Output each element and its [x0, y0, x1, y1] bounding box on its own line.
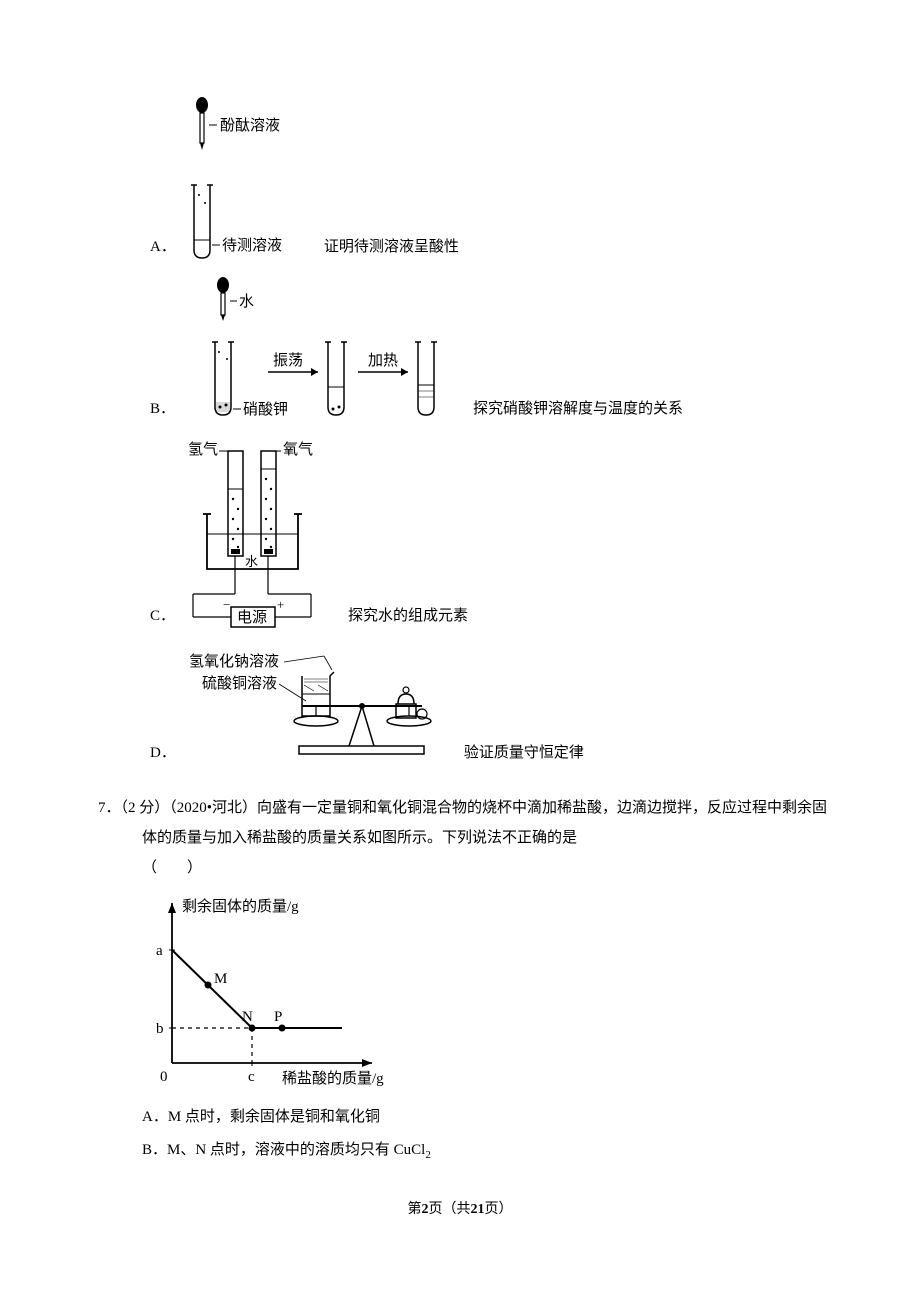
q7-graph: 剩余固体的质量/g 稀盐酸的质量/g a b 0 c M N P [142, 893, 830, 1093]
q6-option-c: C． 氢气 氧气 水 [150, 439, 830, 634]
svg-text:振荡: 振荡 [273, 352, 303, 369]
q6-option-d: D． 氢氧化钠溶液 硫酸铜溶液 [150, 646, 830, 771]
tube-label: 待测溶液 [222, 237, 282, 254]
svg-text:c: c [248, 1069, 255, 1085]
svg-text:M: M [214, 971, 227, 987]
svg-text:−: − [223, 597, 230, 612]
svg-text:+: + [277, 597, 284, 612]
q7-points: （2 分） [121, 800, 170, 816]
option-a-caption: 证明待测溶液呈酸性 [324, 234, 459, 265]
svg-text:加热: 加热 [368, 352, 398, 369]
q6-option-a: A． 酚酞溶液 待测溶液 证明待测溶液呈酸性 [150, 95, 830, 265]
q7-source: （2020•河北） [169, 800, 257, 816]
option-letter: B． [150, 396, 175, 427]
svg-text:稀盐酸的质量/g: 稀盐酸的质量/g [282, 1070, 384, 1087]
svg-text:b: b [156, 1021, 164, 1037]
q7-options: A．M 点时，剩余固体是铜和氧化铜 B．M、N 点时，溶液中的溶质均只有 CuC… [142, 1101, 830, 1167]
q7-stem: 7．（2 分）（2020•河北）向盛有一定量铜和氧化铜混合物的烧杯中滴加稀盐酸，… [98, 793, 830, 883]
q6-option-b: B． 水 硝酸钾 振荡 [150, 277, 830, 427]
option-b-caption: 探究硝酸钾溶解度与温度的关系 [473, 396, 683, 427]
option-letter: D． [150, 740, 176, 771]
svg-text:水: 水 [245, 554, 258, 569]
svg-text:0: 0 [160, 1069, 168, 1085]
svg-text:P: P [274, 1009, 282, 1025]
svg-text:a: a [156, 943, 163, 959]
svg-text:电源: 电源 [237, 609, 267, 626]
diagram-d: 氢氧化钠溶液 硫酸铜溶液 [184, 646, 464, 771]
question-7: 7．（2 分）（2020•河北）向盛有一定量铜和氧化铜混合物的烧杯中滴加稀盐酸，… [98, 793, 830, 1167]
svg-text:水: 水 [239, 293, 254, 310]
dropper-label: 酚酞溶液 [220, 117, 280, 134]
option-c-caption: 探究水的组成元素 [348, 603, 468, 634]
diagram-b: 水 硝酸钾 振荡 加热 [183, 277, 473, 427]
q7-option-b: B．M、N 点时，溶液中的溶质均只有 CuCl2 [142, 1134, 830, 1167]
svg-text:硝酸钾: 硝酸钾 [243, 401, 288, 418]
option-letter: C． [150, 603, 175, 634]
q7-blank: （ ） [142, 860, 202, 876]
svg-text:硫酸铜溶液: 硫酸铜溶液 [202, 675, 277, 692]
q7-option-a: A．M 点时，剩余固体是铜和氧化铜 [142, 1101, 830, 1134]
svg-text:氧气: 氧气 [283, 441, 313, 458]
option-letter: A． [150, 234, 176, 265]
svg-text:氢气: 氢气 [188, 441, 218, 458]
svg-text:N: N [242, 1009, 253, 1025]
diagram-c: 氢气 氧气 水 [183, 439, 348, 634]
q7-number: 7． [98, 800, 121, 816]
svg-text:氢氧化钠溶液: 氢氧化钠溶液 [189, 653, 279, 670]
diagram-a: 酚酞溶液 待测溶液 [184, 95, 324, 265]
svg-text:剩余固体的质量/g: 剩余固体的质量/g [182, 897, 299, 915]
page-footer: 第2页（共21页） [90, 1197, 830, 1222]
option-d-caption: 验证质量守恒定律 [464, 740, 584, 771]
